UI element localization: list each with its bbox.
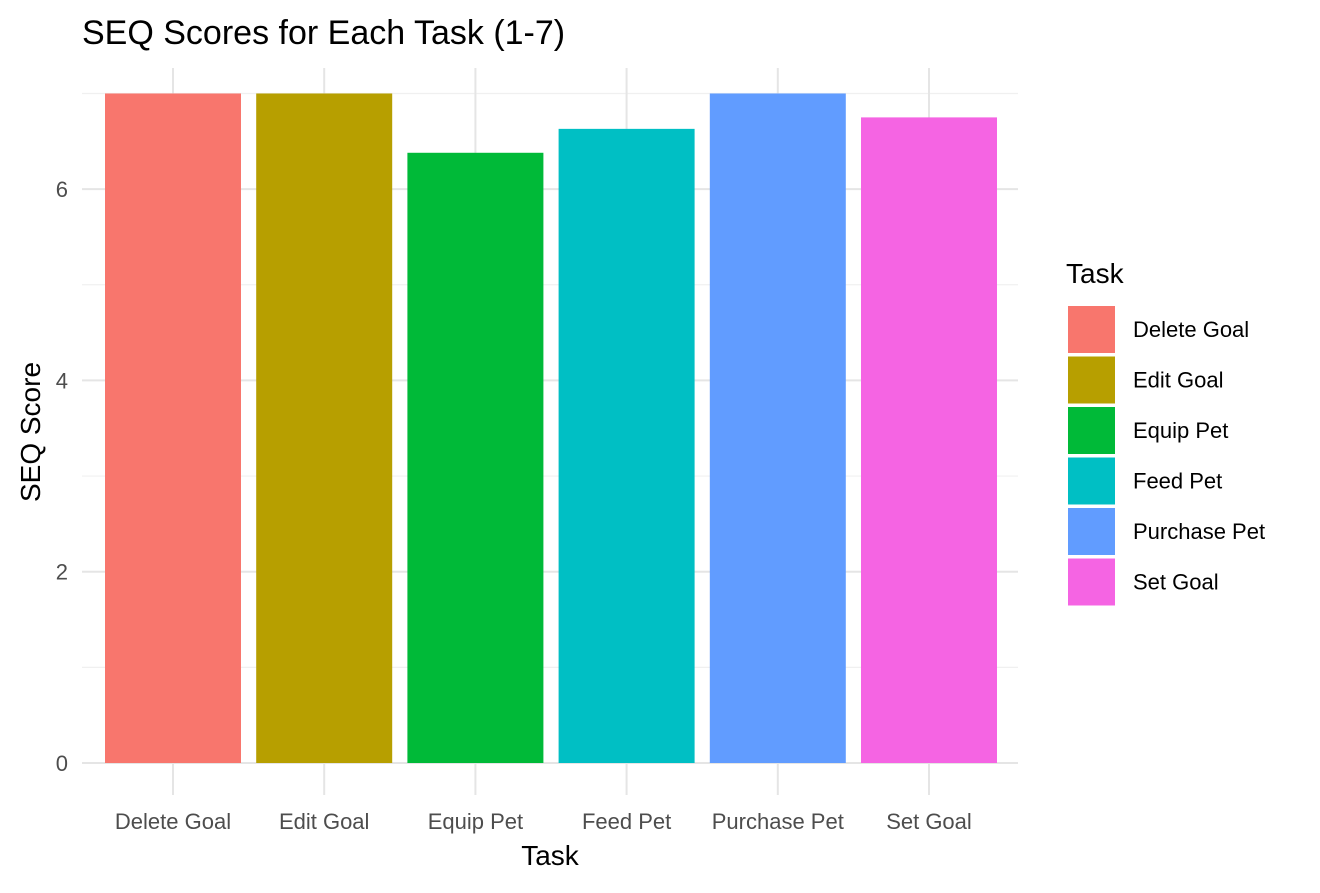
x-tick-label: Edit Goal [279, 809, 370, 834]
x-tick-label: Delete Goal [115, 809, 231, 834]
legend: Task Delete Goal Edit Goal Equip Pet Feed P… [1066, 258, 1265, 606]
bar-equip-pet [407, 152, 544, 764]
y-tick-label: 2 [56, 560, 68, 585]
bars [105, 93, 997, 764]
x-tick-label: Equip Pet [428, 809, 523, 834]
legend-swatch [1068, 356, 1115, 404]
legend-label: Purchase Pet [1133, 519, 1265, 544]
bar-feed-pet [558, 128, 695, 764]
x-axis-title: Task [521, 840, 580, 871]
legend-label: Equip Pet [1133, 418, 1228, 443]
legend-label: Feed Pet [1133, 469, 1222, 494]
legend-swatch [1068, 306, 1115, 353]
bar-set-goal [861, 117, 997, 763]
bar-delete-goal [105, 93, 241, 763]
legend-items: Delete Goal Edit Goal Equip Pet Feed Pet Pur… [1068, 306, 1265, 606]
legend-swatch [1068, 558, 1115, 606]
y-tick-label: 4 [56, 368, 68, 393]
y-tick-label: 6 [56, 177, 68, 202]
x-tick-label: Set Goal [886, 809, 972, 834]
legend-title: Task [1066, 258, 1125, 289]
y-axis-ticks: 0 2 4 6 [56, 177, 68, 776]
bar-edit-goal [256, 93, 393, 763]
x-tick-label: Feed Pet [582, 809, 671, 834]
x-axis-ticks: Delete Goal Edit Goal Equip Pet Feed Pet Pur… [115, 809, 972, 834]
legend-swatch [1068, 457, 1115, 505]
y-axis-title: SEQ Score [15, 362, 46, 502]
x-tick-label: Purchase Pet [712, 809, 844, 834]
chart-title: SEQ Scores for Each Task (1-7) [82, 14, 565, 52]
legend-swatch [1068, 508, 1115, 555]
bar-purchase-pet [709, 93, 846, 763]
legend-swatch [1068, 407, 1115, 454]
legend-label: Delete Goal [1133, 317, 1249, 342]
legend-label: Edit Goal [1133, 368, 1224, 393]
y-tick-label: 0 [56, 751, 68, 776]
legend-label: Set Goal [1133, 570, 1219, 595]
